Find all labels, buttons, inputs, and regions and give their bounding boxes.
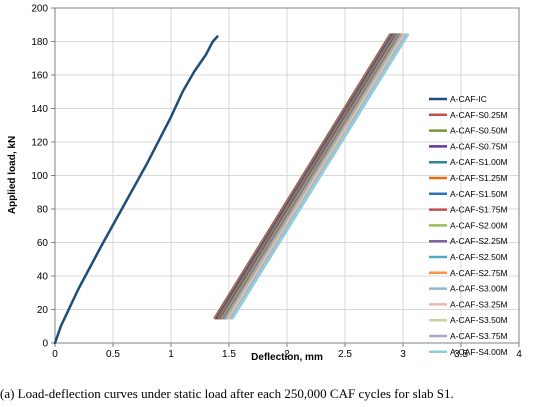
x-tick-label: 3 [400, 349, 406, 360]
y-tick-label: 160 [31, 71, 48, 82]
x-tick-label: 4 [516, 349, 522, 360]
legend-entry: A-CAF-S2.25M [450, 236, 508, 246]
legend-entry: A-CAF-S2.00M [450, 220, 508, 230]
series-line-a-caf-ic [53, 35, 219, 345]
x-tick-label: 0 [52, 349, 58, 360]
y-tick-label: 20 [37, 305, 49, 316]
x-tick-label: 1 [168, 349, 174, 360]
legend-entry: A-CAF-S0.50M [450, 126, 508, 136]
y-tick-label: 140 [31, 104, 48, 115]
x-tick-label: 1.5 [222, 349, 236, 360]
series-line-a-caf-s4-00m [231, 33, 410, 320]
x-tick-label: 2 [284, 349, 290, 360]
legend-entry: A-CAF-S1.75M [450, 205, 508, 215]
x-tick-label: 3.5 [454, 349, 468, 360]
ticks-layer: 0 0.5 1 1.5 2 2.5 3 3.5 402040608010012014016018… [31, 4, 522, 361]
legend-entry: A-CAF-S3.00M [450, 284, 508, 294]
y-tick-label: 80 [37, 205, 49, 216]
series-layer [53, 33, 410, 345]
y-tick-label: 40 [37, 272, 49, 283]
legend-entry: A-CAF-S3.25M [450, 299, 508, 309]
legend-entry: A-CAF-S2.75M [450, 268, 508, 278]
figure-caption: (a) Load-deflection curves under static … [0, 386, 454, 401]
y-tick-label: 180 [31, 37, 48, 48]
y-tick-label: 120 [31, 138, 48, 149]
legend-entry: A-CAF-S1.25M [450, 173, 508, 183]
x-tick-label: 0.5 [106, 349, 120, 360]
plot-area-border [54, 7, 520, 344]
legend-entry: A-CAF-S0.75M [450, 141, 508, 151]
legend-entry: A-CAF-S3.75M [450, 331, 508, 341]
y-tick-label: 100 [31, 171, 48, 182]
y-axis-title: Applied load, kN [7, 136, 18, 214]
y-tick-label: 60 [37, 238, 49, 249]
y-tick-label: 200 [31, 4, 48, 15]
x-tick-label: 2.5 [338, 349, 352, 360]
x-axis-title: Deflection, mm [251, 352, 323, 363]
legend-entry: A-CAF-S3.50M [450, 315, 508, 325]
legend-entry: A-CAF-S1.00M [450, 157, 508, 167]
axes-layer [51, 7, 520, 347]
legend-entry: A-CAF-S1.50M [450, 189, 508, 199]
legend-entry: A-CAF-IC [450, 94, 487, 104]
y-tick-label: 0 [42, 339, 48, 350]
legend-entry: A-CAF-S0.25M [450, 110, 508, 120]
legend-entry: A-CAF-S2.50M [450, 252, 508, 262]
legend: A-CAF-IC A-CAF-S0.25M A-CAF-S0.50M A-CAF-S0… [429, 94, 508, 357]
legend-entry: A-CAF-S4.00M [450, 347, 508, 357]
